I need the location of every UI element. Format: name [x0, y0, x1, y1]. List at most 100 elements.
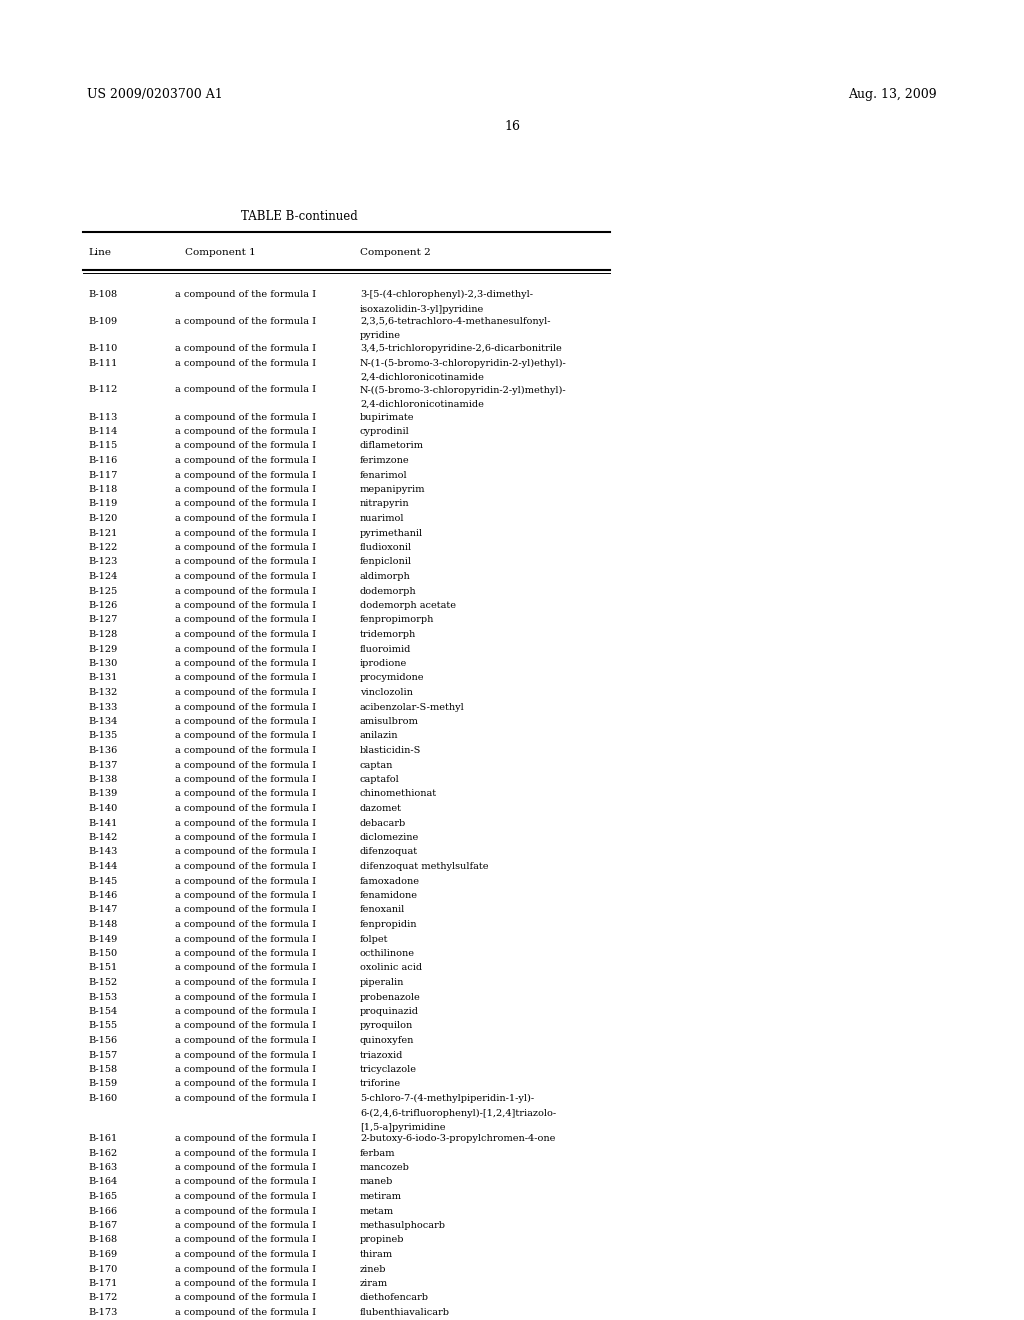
Text: aldimorph: aldimorph — [360, 572, 411, 581]
Text: B-153: B-153 — [88, 993, 118, 1002]
Text: B-117: B-117 — [88, 470, 118, 479]
Text: a compound of the formula I: a compound of the formula I — [175, 1265, 316, 1274]
Text: a compound of the formula I: a compound of the formula I — [175, 1192, 316, 1201]
Text: maneb: maneb — [360, 1177, 393, 1187]
Text: B-162: B-162 — [88, 1148, 118, 1158]
Text: Line: Line — [88, 248, 111, 257]
Text: B-108: B-108 — [88, 290, 117, 300]
Text: fenpiclonil: fenpiclonil — [360, 557, 412, 566]
Text: pyroquilon: pyroquilon — [360, 1022, 414, 1031]
Text: a compound of the formula I: a compound of the formula I — [175, 688, 316, 697]
Text: N-(1-(5-bromo-3-chloropyridin-2-yl)ethyl)-: N-(1-(5-bromo-3-chloropyridin-2-yl)ethyl… — [360, 359, 566, 368]
Text: B-160: B-160 — [88, 1094, 117, 1104]
Text: B-155: B-155 — [88, 1022, 117, 1031]
Text: ferbam: ferbam — [360, 1148, 395, 1158]
Text: a compound of the formula I: a compound of the formula I — [175, 731, 316, 741]
Text: piperalin: piperalin — [360, 978, 404, 987]
Text: a compound of the formula I: a compound of the formula I — [175, 1065, 316, 1074]
Text: B-125: B-125 — [88, 586, 118, 595]
Text: B-112: B-112 — [88, 385, 118, 395]
Text: B-145: B-145 — [88, 876, 118, 886]
Text: B-154: B-154 — [88, 1007, 118, 1016]
Text: a compound of the formula I: a compound of the formula I — [175, 789, 316, 799]
Text: proquinazid: proquinazid — [360, 1007, 419, 1016]
Text: fenpropimorph: fenpropimorph — [360, 615, 434, 624]
Text: B-139: B-139 — [88, 789, 118, 799]
Text: a compound of the formula I: a compound of the formula I — [175, 601, 316, 610]
Text: nitrapyrin: nitrapyrin — [360, 499, 410, 508]
Text: B-147: B-147 — [88, 906, 118, 915]
Text: a compound of the formula I: a compound of the formula I — [175, 949, 316, 958]
Text: diclomezine: diclomezine — [360, 833, 419, 842]
Text: a compound of the formula I: a compound of the formula I — [175, 659, 316, 668]
Text: [1,5-a]pyrimidine: [1,5-a]pyrimidine — [360, 1123, 445, 1133]
Text: cyprodinil: cyprodinil — [360, 426, 410, 436]
Text: B-168: B-168 — [88, 1236, 117, 1245]
Text: B-142: B-142 — [88, 833, 118, 842]
Text: octhilinone: octhilinone — [360, 949, 415, 958]
Text: B-129: B-129 — [88, 644, 118, 653]
Text: flubenthiavalicarb: flubenthiavalicarb — [360, 1308, 450, 1317]
Text: B-113: B-113 — [88, 412, 118, 421]
Text: B-111: B-111 — [88, 359, 118, 367]
Text: B-173: B-173 — [88, 1308, 118, 1317]
Text: dazomet: dazomet — [360, 804, 402, 813]
Text: blasticidin-S: blasticidin-S — [360, 746, 421, 755]
Text: thiram: thiram — [360, 1250, 393, 1259]
Text: B-165: B-165 — [88, 1192, 117, 1201]
Text: 3-[5-(4-chlorophenyl)-2,3-dimethyl-: 3-[5-(4-chlorophenyl)-2,3-dimethyl- — [360, 290, 534, 300]
Text: a compound of the formula I: a compound of the formula I — [175, 935, 316, 944]
Text: B-167: B-167 — [88, 1221, 118, 1230]
Text: B-163: B-163 — [88, 1163, 118, 1172]
Text: a compound of the formula I: a compound of the formula I — [175, 964, 316, 973]
Text: probenazole: probenazole — [360, 993, 421, 1002]
Text: a compound of the formula I: a compound of the formula I — [175, 290, 316, 300]
Text: a compound of the formula I: a compound of the formula I — [175, 586, 316, 595]
Text: a compound of the formula I: a compound of the formula I — [175, 833, 316, 842]
Text: B-157: B-157 — [88, 1051, 118, 1060]
Text: B-136: B-136 — [88, 746, 118, 755]
Text: 2-butoxy-6-iodo-3-propylchromen-4-one: 2-butoxy-6-iodo-3-propylchromen-4-one — [360, 1134, 555, 1143]
Text: US 2009/0203700 A1: US 2009/0203700 A1 — [87, 88, 223, 102]
Text: B-127: B-127 — [88, 615, 118, 624]
Text: fenamidone: fenamidone — [360, 891, 418, 900]
Text: quinoxyfen: quinoxyfen — [360, 1036, 415, 1045]
Text: a compound of the formula I: a compound of the formula I — [175, 1163, 316, 1172]
Text: 2,3,5,6-tetrachloro-4-methanesulfonyl-: 2,3,5,6-tetrachloro-4-methanesulfonyl- — [360, 317, 551, 326]
Text: anilazin: anilazin — [360, 731, 398, 741]
Text: nuarimol: nuarimol — [360, 513, 404, 523]
Text: fludioxonil: fludioxonil — [360, 543, 412, 552]
Text: B-161: B-161 — [88, 1134, 118, 1143]
Text: B-123: B-123 — [88, 557, 118, 566]
Text: a compound of the formula I: a compound of the formula I — [175, 1051, 316, 1060]
Text: Component 2: Component 2 — [360, 248, 431, 257]
Text: B-118: B-118 — [88, 484, 118, 494]
Text: famoxadone: famoxadone — [360, 876, 420, 886]
Text: B-144: B-144 — [88, 862, 118, 871]
Text: B-140: B-140 — [88, 804, 118, 813]
Text: a compound of the formula I: a compound of the formula I — [175, 385, 316, 395]
Text: a compound of the formula I: a compound of the formula I — [175, 630, 316, 639]
Text: 3,4,5-trichloropyridine-2,6-dicarbonitrile: 3,4,5-trichloropyridine-2,6-dicarbonitri… — [360, 345, 562, 352]
Text: B-150: B-150 — [88, 949, 117, 958]
Text: pyrimethanil: pyrimethanil — [360, 528, 423, 537]
Text: B-172: B-172 — [88, 1294, 118, 1303]
Text: difenzoquat: difenzoquat — [360, 847, 418, 857]
Text: B-128: B-128 — [88, 630, 118, 639]
Text: a compound of the formula I: a compound of the formula I — [175, 572, 316, 581]
Text: a compound of the formula I: a compound of the formula I — [175, 906, 316, 915]
Text: B-130: B-130 — [88, 659, 118, 668]
Text: metiram: metiram — [360, 1192, 402, 1201]
Text: vinclozolin: vinclozolin — [360, 688, 413, 697]
Text: ferimzone: ferimzone — [360, 455, 410, 465]
Text: oxolinic acid: oxolinic acid — [360, 964, 422, 973]
Text: triforine: triforine — [360, 1080, 401, 1089]
Text: Component 1: Component 1 — [184, 248, 255, 257]
Text: a compound of the formula I: a compound of the formula I — [175, 1177, 316, 1187]
Text: amisulbrom: amisulbrom — [360, 717, 419, 726]
Text: 16: 16 — [504, 120, 520, 133]
Text: a compound of the formula I: a compound of the formula I — [175, 920, 316, 929]
Text: a compound of the formula I: a compound of the formula I — [175, 615, 316, 624]
Text: diflametorim: diflametorim — [360, 441, 424, 450]
Text: diethofencarb: diethofencarb — [360, 1294, 429, 1303]
